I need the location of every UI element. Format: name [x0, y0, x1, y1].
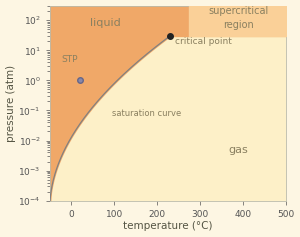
Text: liquid: liquid	[90, 18, 121, 28]
Text: critical point: critical point	[175, 37, 232, 46]
Text: supercritical
region: supercritical region	[208, 6, 269, 29]
Text: STP: STP	[61, 55, 78, 64]
Text: saturation curve: saturation curve	[112, 109, 181, 118]
Y-axis label: pressure (atm): pressure (atm)	[6, 65, 16, 142]
X-axis label: temperature (°C): temperature (°C)	[123, 221, 213, 232]
Text: gas: gas	[229, 145, 248, 155]
